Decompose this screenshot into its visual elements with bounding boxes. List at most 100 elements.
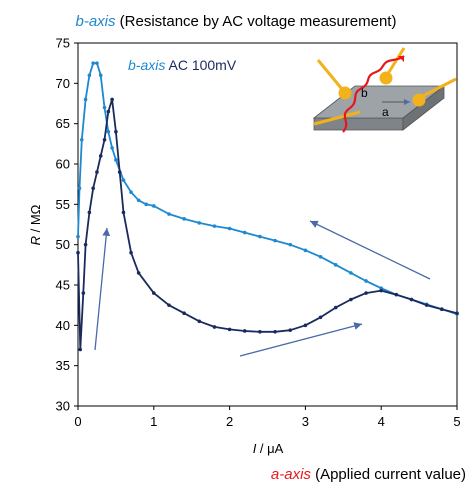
series-1-point <box>136 198 141 203</box>
series-2-point <box>303 323 308 328</box>
y-axis-var: R <box>28 236 43 245</box>
series-2-point <box>78 347 83 352</box>
bottom-caption-text: (Applied current value) <box>311 466 466 483</box>
top-caption-axis: b-axis <box>76 13 117 30</box>
x-axis-ticks: 0 1 2 3 4 5 <box>74 406 461 429</box>
series-1-point <box>114 158 118 162</box>
y-tick-label: 40 <box>56 318 70 333</box>
series-2-point <box>91 186 95 190</box>
series-1-point <box>212 224 217 228</box>
legend: b-axis AC 100mV <box>128 57 237 73</box>
y-tick-label: 65 <box>56 116 70 131</box>
series-1-point <box>77 186 82 190</box>
series-1-point <box>318 254 323 259</box>
series-2-point <box>394 292 399 297</box>
series-2-point <box>379 288 384 293</box>
x-axis-title: I / μA <box>253 441 284 456</box>
series-2-point <box>102 138 107 142</box>
y-tick-label: 50 <box>56 237 70 252</box>
series-1-point <box>349 271 353 275</box>
series-2-point <box>182 311 186 316</box>
series-1-point <box>144 202 149 207</box>
series-layer <box>76 61 459 352</box>
series-1-point <box>83 97 88 102</box>
series-2-point <box>121 210 126 215</box>
series-2-point <box>212 325 217 329</box>
series-1-point <box>91 61 95 65</box>
sample-inset: b a <box>312 47 457 133</box>
contact-right <box>412 93 426 107</box>
series-2-point <box>76 250 80 255</box>
bottom-caption-axis: a-axis <box>271 466 312 483</box>
series-2-point <box>87 210 92 215</box>
y-axis-ticks: 30 35 40 45 50 55 60 65 70 75 <box>56 36 78 414</box>
y-tick-label: 70 <box>56 76 70 91</box>
series-1-point <box>76 234 80 239</box>
y-tick-label: 35 <box>56 358 70 373</box>
series-2-point <box>114 129 118 134</box>
legend-axis: b-axis <box>128 57 165 73</box>
series-2-point <box>242 329 247 333</box>
x-axis-unit: / μA <box>256 441 283 456</box>
series-2-point <box>409 297 414 302</box>
top-caption: b-axis (Resistance by AC voltage measure… <box>76 13 397 30</box>
series-1-point <box>167 212 171 216</box>
y-tick-label: 55 <box>56 197 70 212</box>
series-1-point <box>98 73 103 78</box>
current-arrowhead <box>398 56 404 62</box>
bottom-caption: a-axis (Applied current value) <box>271 466 466 483</box>
x-tick-label: 4 <box>378 414 385 429</box>
series-2-point <box>455 311 459 316</box>
y-tick-label: 45 <box>56 278 70 293</box>
series-1-point <box>333 263 338 267</box>
forward-arrow <box>239 322 363 357</box>
y-tick-label: 30 <box>56 399 70 414</box>
series-1-point <box>102 105 107 110</box>
x-tick-label: 2 <box>226 414 233 429</box>
series-1-point <box>152 204 156 208</box>
series-1-point <box>258 234 262 239</box>
series-2-point <box>364 291 368 295</box>
series-2-point <box>110 97 114 102</box>
rising-arrow <box>94 227 111 351</box>
series-2-point <box>167 303 171 307</box>
lead-bottom <box>313 110 361 126</box>
series-2-point <box>258 329 262 334</box>
series-1-point <box>242 230 247 235</box>
series-1-point <box>106 129 111 134</box>
y-axis-unit: / MΩ <box>28 204 43 236</box>
series-2-point <box>424 303 429 307</box>
series-1-point <box>87 73 92 78</box>
series-2-point <box>333 305 338 310</box>
x-axis-var: I <box>253 441 257 456</box>
series-1-point <box>129 190 133 195</box>
series-1-point <box>121 178 126 182</box>
series-2-point <box>129 250 133 255</box>
series-2-point <box>136 271 141 275</box>
series-2-point <box>288 328 293 332</box>
series-2-point <box>83 242 88 247</box>
contact-left <box>338 86 352 100</box>
series-1-point <box>227 226 232 231</box>
series-2-point <box>273 329 277 334</box>
top-caption-text: (Resistance by AC voltage measurement) <box>116 13 397 30</box>
series-2-point <box>106 109 111 114</box>
series-2-point <box>117 170 122 174</box>
series-2-point <box>98 154 103 158</box>
series-2-point <box>318 315 323 320</box>
series-1-point <box>197 221 202 225</box>
series-1-point <box>273 238 277 243</box>
series-2-point <box>81 291 86 295</box>
y-tick-label: 60 <box>56 157 70 172</box>
series-2-point <box>227 327 232 332</box>
series-2-point <box>95 170 99 174</box>
y-tick-label: 75 <box>56 36 70 51</box>
series-2-point <box>152 291 156 295</box>
series-1-point <box>79 138 84 142</box>
series-2-point <box>197 319 202 324</box>
lead-right <box>418 77 457 100</box>
series-2-point <box>349 297 353 302</box>
return-arrow <box>309 220 431 280</box>
series-1-point <box>288 242 293 247</box>
